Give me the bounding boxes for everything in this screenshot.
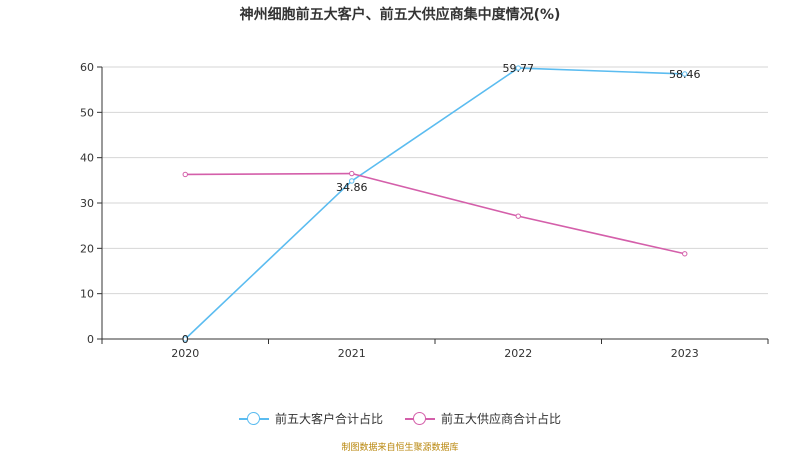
data-point [515,213,521,219]
data-point [182,336,188,342]
data-point [682,251,688,257]
legend-swatch-customers-icon [238,411,269,426]
x-tick-label: 2020 [171,347,199,360]
series-line-0 [184,67,685,340]
data-point [349,178,355,184]
legend: 前五大客户合计占比 前五大供应商合计占比 [0,410,800,427]
data-point [182,171,188,178]
data-label: 59.77 [503,62,535,75]
y-tick-label: 40 [80,152,94,165]
series-line-1 [185,172,685,255]
y-tick-label: 0 [87,333,94,346]
legend-label-suppliers: 前五大供应商合计占比 [441,412,562,426]
source-note: 制图数据来自恒生聚源数据库 [341,443,459,453]
grid-lines [102,66,768,295]
data-labels: 0 34.86 59.77 58.46 [182,62,701,346]
legend-swatch-suppliers-icon [405,411,435,426]
legend-label-customers: 前五大客户合计占比 [274,412,383,426]
data-point [682,71,688,77]
x-tick-label: 2021 [338,347,366,360]
y-tick-label: 20 [80,242,94,255]
data-point [515,65,521,71]
data-label: 0 [182,333,189,346]
data-point [349,170,355,177]
x-tick-label: 2022 [504,347,532,360]
y-tick-label: 60 [80,61,94,74]
y-tick-label: 10 [80,288,94,301]
chart-title: 神州细胞前五大客户、前五大供应商集中度情况(%) [239,7,561,23]
x-tick-label: 2023 [671,347,699,360]
legend-item-customers[interactable]: 前五大客户合计占比 [238,410,383,427]
legend-item-suppliers[interactable]: 前五大供应商合计占比 [405,410,561,427]
axes: 0 10 20 30 40 50 60 2020 2021 2022 2023 [80,61,769,360]
series-layer [182,65,688,342]
data-label: 58.46 [669,68,701,81]
y-tick-label: 30 [80,197,94,210]
y-tick-label: 50 [80,106,94,119]
data-label: 34.86 [336,181,368,194]
